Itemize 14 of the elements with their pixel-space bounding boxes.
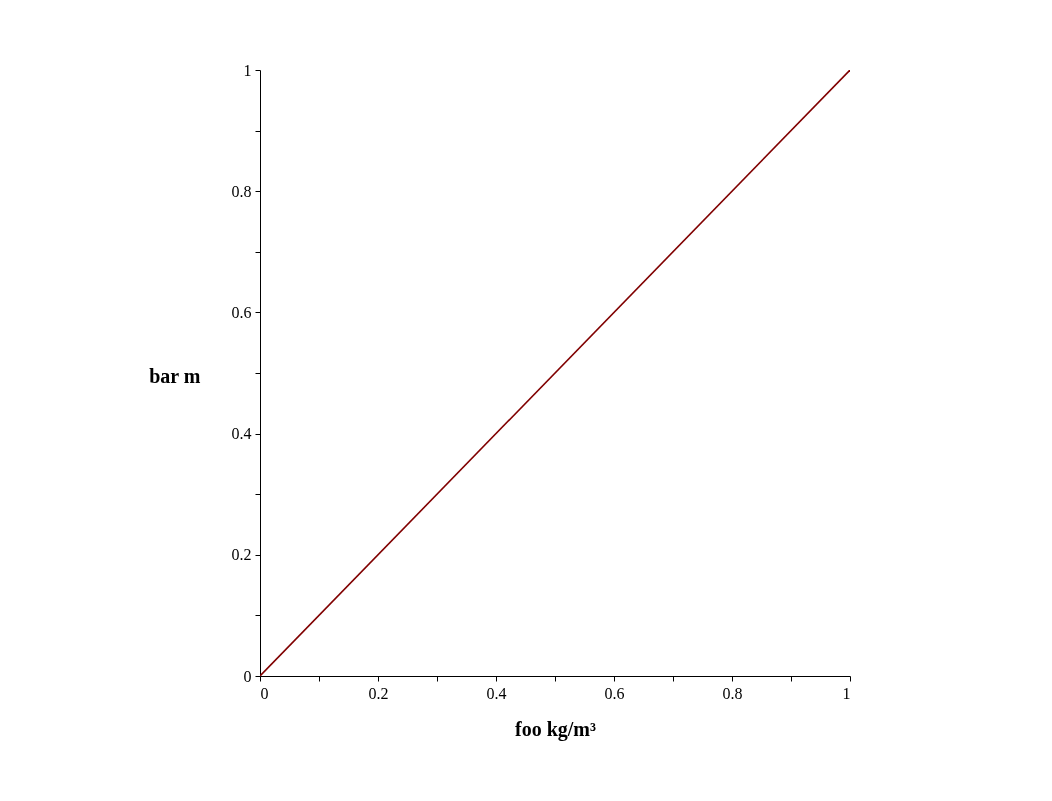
y-tick-label: 0.8	[231, 182, 252, 200]
y-tick-label: 0.2	[231, 546, 252, 564]
x-tick-label: 0.6	[604, 684, 625, 702]
x-tick-label: 0	[260, 684, 269, 702]
x-tick-label: 1	[842, 684, 851, 702]
x-axis-title: foo kg/m³	[515, 717, 596, 741]
y-tick-label: 0.6	[231, 303, 252, 321]
y-tick-label: 1	[243, 61, 252, 79]
x-tick-label: 0.2	[368, 684, 389, 702]
y-tick-label: 0.4	[231, 425, 252, 443]
y-axis-title: bar m	[149, 364, 201, 387]
x-tick-label: 0.4	[486, 684, 507, 702]
x-tick-label: 0.8	[722, 684, 743, 702]
y-tick-label: 0	[243, 667, 252, 685]
